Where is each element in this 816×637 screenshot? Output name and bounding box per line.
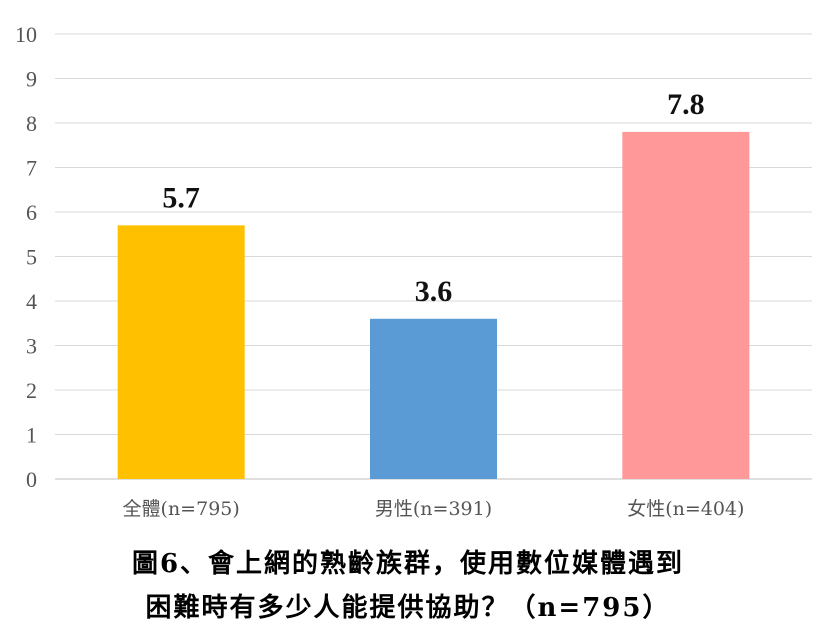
y-tick-label: 2	[26, 378, 37, 403]
y-tick-label: 6	[26, 200, 37, 225]
data-label: 7.8	[667, 88, 705, 121]
y-tick-label: 9	[26, 67, 37, 92]
x-category-label: 女性(n=404)	[627, 498, 744, 520]
y-tick-label: 4	[26, 289, 37, 314]
figure-caption: 圖6、會上網的熟齡族群，使用數位媒體遇到 困難時有多少人能提供協助？（n=795…	[0, 542, 816, 630]
data-label: 5.7	[162, 181, 200, 214]
data-labels: 5.7 3.6 7.8	[162, 88, 704, 308]
caption-line-1: 圖6、會上網的熟齡族群，使用數位媒體遇到	[131, 549, 685, 579]
y-tick-label: 10	[15, 22, 37, 47]
caption-line-2: 困難時有多少人能提供協助？（n=795）	[145, 593, 671, 623]
bar	[117, 225, 245, 479]
y-tick-label: 5	[26, 245, 37, 270]
y-tick-label: 3	[26, 334, 37, 359]
y-tick-label: 7	[26, 156, 37, 181]
y-tick-label: 1	[26, 423, 37, 448]
y-tick-label: 0	[26, 467, 37, 492]
bar-chart: 0 1 2 3 4 5 6 7 8 9 10 5.7 3.6 7.8 全體(n=795) 男性(n=391…	[15, 22, 812, 520]
bars	[117, 131, 750, 479]
data-label: 3.6	[415, 275, 453, 308]
y-axis-ticks: 0 1 2 3 4 5 6 7 8 9 10	[15, 22, 37, 492]
y-tick-label: 8	[26, 111, 37, 136]
x-category-label: 男性(n=391)	[375, 498, 492, 520]
bar	[370, 318, 497, 479]
bar	[622, 131, 750, 479]
x-category-label: 全體(n=795)	[123, 498, 240, 520]
x-axis-categories: 全體(n=795) 男性(n=391) 女性(n=404)	[123, 498, 745, 520]
